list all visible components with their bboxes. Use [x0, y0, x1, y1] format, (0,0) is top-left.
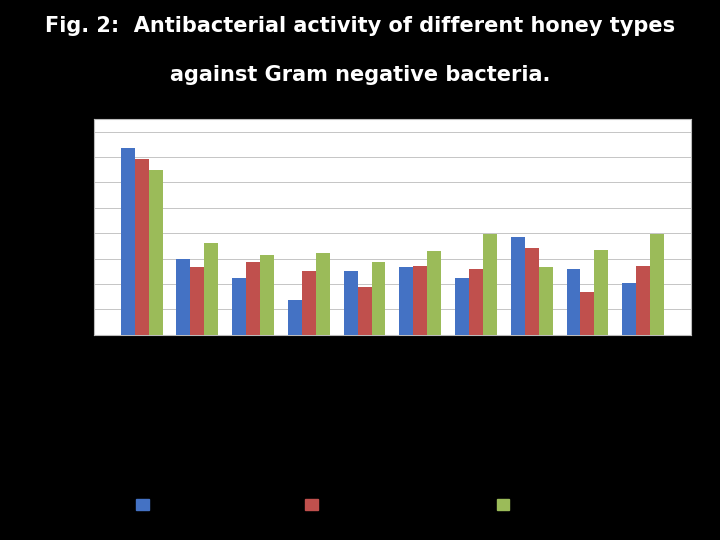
Bar: [525, 248, 539, 335]
Bar: [204, 244, 218, 335]
Bar: [483, 234, 497, 335]
Bar: [580, 292, 595, 335]
Bar: [135, 159, 148, 335]
Bar: [358, 287, 372, 335]
Bar: [469, 269, 483, 335]
Text: against Gram negative bacteria.: against Gram negative bacteria.: [170, 65, 550, 85]
Bar: [246, 262, 260, 335]
Text: Fig. 2:  Antibacterial activity of different honey types: Fig. 2: Antibacterial activity of differ…: [45, 16, 675, 36]
Bar: [316, 253, 330, 335]
Bar: [595, 249, 608, 335]
Bar: [176, 259, 190, 335]
Bar: [260, 255, 274, 335]
Bar: [288, 300, 302, 335]
Legend: Klebsiella  pneumonia, Pseudomonas aeruginosa, Escherichia  coli: Klebsiella pneumonia, Pseudomonas aerugi…: [131, 494, 621, 516]
Bar: [190, 267, 204, 335]
Bar: [302, 271, 316, 335]
Bar: [372, 262, 385, 335]
Bar: [400, 267, 413, 335]
Bar: [148, 170, 163, 335]
Bar: [622, 283, 636, 335]
Bar: [233, 278, 246, 335]
Bar: [427, 251, 441, 335]
Bar: [455, 278, 469, 335]
Bar: [567, 269, 580, 335]
Bar: [650, 234, 664, 335]
Bar: [343, 271, 358, 335]
Bar: [636, 266, 650, 335]
Bar: [413, 266, 427, 335]
Bar: [539, 267, 552, 335]
Bar: [510, 237, 525, 335]
Bar: [121, 148, 135, 335]
